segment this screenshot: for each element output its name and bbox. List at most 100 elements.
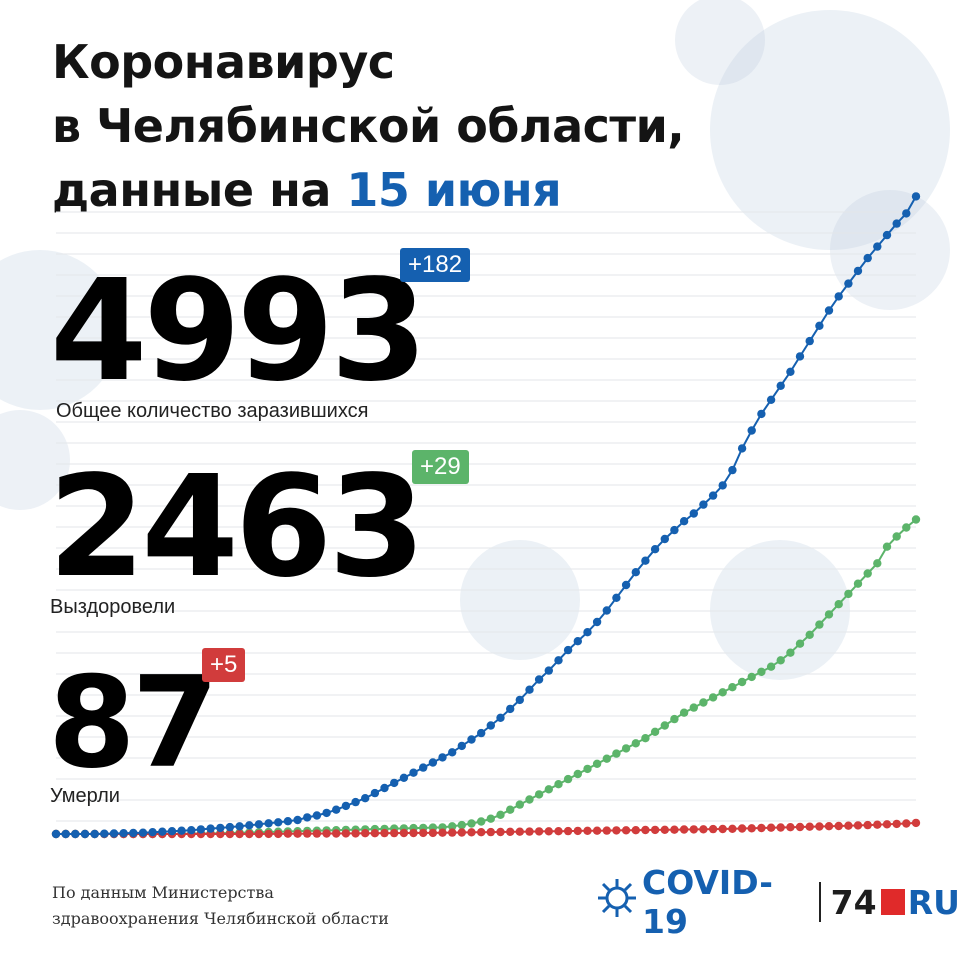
infected-point: [873, 242, 882, 251]
infected-point: [737, 444, 747, 453]
infected-point: [679, 517, 689, 526]
deaths-point: [844, 821, 853, 830]
recovered-point: [766, 662, 776, 671]
deaths-delta-badge: +5: [202, 648, 246, 682]
deaths-point: [554, 827, 563, 836]
recovered-point: [496, 810, 505, 819]
infected-point: [844, 279, 853, 288]
deaths-point: [293, 829, 302, 838]
deaths-point: [312, 829, 322, 838]
infected-point: [428, 758, 438, 767]
deaths-point: [361, 829, 370, 838]
deaths-point: [467, 828, 476, 837]
logo-red-square: [880, 889, 905, 915]
infected-point: [61, 829, 70, 839]
recovered-point: [844, 589, 853, 599]
infected-point: [187, 826, 196, 835]
infected-point: [795, 352, 805, 361]
recovered-point: [805, 630, 814, 639]
infected-point: [283, 817, 293, 826]
deaths-point: [245, 829, 254, 839]
recovered-point: [795, 639, 805, 648]
infected-point: [621, 580, 631, 590]
infected-point: [109, 829, 119, 838]
recovered-point: [728, 683, 737, 692]
infected-point: [129, 828, 138, 838]
infected-point: [641, 556, 650, 565]
infected-point: [824, 306, 834, 315]
recovered-point: [583, 764, 592, 774]
deaths-point: [225, 829, 235, 839]
infected-point: [235, 822, 244, 831]
infected-point: [225, 822, 235, 832]
recovered-point: [602, 754, 611, 763]
deaths-point: [351, 829, 360, 838]
infected-point: [708, 491, 718, 500]
title-line-2: в Челябинской области,: [52, 99, 685, 153]
infected-point: [138, 828, 148, 837]
title-line-1: Коронавирус: [52, 35, 395, 89]
deaths-point: [911, 818, 921, 828]
infected-point: [853, 266, 863, 276]
infected-point: [100, 829, 109, 838]
recovered-point: [882, 542, 892, 551]
logo-ru-text: RU: [907, 882, 960, 922]
infected-point: [361, 794, 370, 803]
recovered-point: [834, 600, 843, 609]
deaths-point: [902, 819, 911, 828]
infected-point: [631, 568, 640, 577]
infected-point: [689, 509, 698, 518]
deaths-point: [448, 828, 457, 837]
infected-point: [834, 292, 843, 301]
logo-number: 74: [830, 882, 877, 922]
deaths-point: [583, 826, 592, 835]
deaths-point: [699, 825, 708, 834]
infected-point: [254, 820, 264, 829]
infected-point: [148, 828, 157, 837]
deaths-point: [892, 819, 901, 829]
recovered-label: Выздоровели: [50, 596, 176, 618]
recovered-point: [457, 820, 466, 830]
infected-point: [467, 735, 476, 744]
infected-point: [882, 230, 892, 240]
infected-point: [457, 741, 466, 751]
deaths-point: [515, 827, 524, 836]
page-title: Коронавирус в Челябинской области, данны…: [52, 30, 685, 222]
deaths-point: [438, 828, 447, 837]
recovered-point: [448, 822, 457, 831]
deaths-point: [815, 822, 824, 831]
recovered-point: [699, 698, 708, 707]
deaths-point: [534, 827, 544, 836]
infected-point: [303, 813, 312, 822]
deaths-value: 87: [48, 649, 219, 796]
deaths-point: [863, 820, 872, 830]
infected-point: [660, 534, 669, 544]
recovered-point: [486, 814, 495, 823]
deaths-point: [824, 822, 834, 831]
infected-point: [534, 675, 544, 684]
deaths-point: [853, 821, 863, 830]
deaths-point: [322, 829, 331, 838]
infected-point: [216, 823, 225, 833]
infected-point: [583, 628, 592, 637]
deaths-point: [679, 825, 689, 834]
infected-point: [274, 818, 283, 827]
infected-point: [718, 481, 727, 490]
recovered-point: [592, 759, 602, 768]
deaths-point: [747, 824, 756, 833]
recovered-point: [544, 785, 553, 794]
recovered-point: [515, 800, 524, 809]
deaths-point: [737, 824, 747, 833]
infected-point: [158, 827, 167, 836]
infected-point: [496, 713, 505, 722]
deaths-point: [602, 826, 611, 835]
infected-point: [206, 824, 215, 833]
infected-point: [563, 645, 573, 655]
infected-point: [544, 666, 553, 675]
deaths-point: [592, 826, 602, 835]
recovered-point: [641, 734, 650, 743]
deaths-point: [274, 829, 283, 839]
deaths-point: [380, 828, 389, 838]
chart-grid: [56, 211, 916, 822]
